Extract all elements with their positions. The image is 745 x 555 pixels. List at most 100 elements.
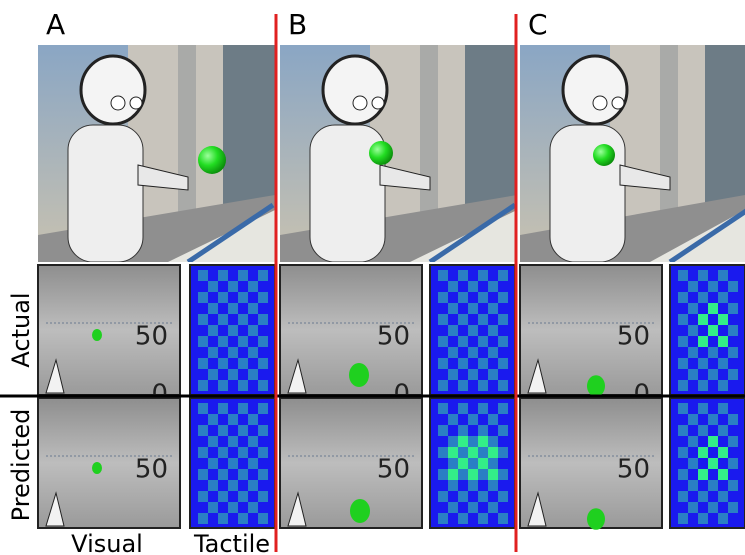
tactile-cell <box>438 491 448 502</box>
tactile-cell <box>248 502 258 513</box>
window <box>705 45 745 215</box>
tactile-cell <box>478 436 488 447</box>
tactile-cell <box>498 314 508 325</box>
tactile-cell <box>458 436 468 447</box>
ball <box>349 363 369 387</box>
tactile-cell <box>248 325 258 336</box>
scene-image <box>520 45 745 262</box>
tactile-cell <box>728 281 738 292</box>
tactile-cell <box>238 403 248 414</box>
tactile-cell <box>228 325 238 336</box>
robot-body <box>68 125 143 262</box>
tactile-cell <box>198 425 208 436</box>
tactile-cell <box>708 414 718 425</box>
tactile-cell <box>468 480 478 491</box>
tactile-cell <box>458 336 468 347</box>
tactile-image <box>430 398 515 528</box>
tactile-cell <box>238 270 248 281</box>
tactile-cell <box>478 336 488 347</box>
tactile-cell <box>468 502 478 513</box>
tactile-cell <box>198 358 208 369</box>
robot-head <box>563 56 627 124</box>
tactile-cell <box>708 502 718 513</box>
tactile-cell <box>698 491 708 502</box>
tactile-cell <box>468 447 478 458</box>
tactile-cell <box>248 347 258 358</box>
tactile-cell <box>678 513 688 524</box>
tactile-cell <box>218 491 228 502</box>
tactile-cell <box>238 469 248 480</box>
tactile-cell <box>488 303 498 314</box>
tactile-cell <box>688 325 698 336</box>
tactile-cell <box>488 502 498 513</box>
ball <box>369 141 393 165</box>
visual-image: 50 <box>280 398 422 528</box>
image-tick: 50 <box>617 322 650 352</box>
tactile-cell <box>458 469 468 480</box>
tactile-cell <box>488 436 498 447</box>
tactile-cell <box>248 436 258 447</box>
tactile-cell <box>218 292 228 303</box>
tactile-cell <box>678 380 688 391</box>
tactile-cell <box>728 436 738 447</box>
ball <box>92 329 102 341</box>
tactile-cell <box>228 480 238 491</box>
image-tick: 50 <box>377 455 410 485</box>
tactile-cell <box>198 447 208 458</box>
tactile-cell <box>498 447 508 458</box>
tactile-image <box>670 398 745 528</box>
tactile-cell <box>698 380 708 391</box>
ball <box>198 146 226 174</box>
window <box>223 45 283 215</box>
tactile-cell <box>248 303 258 314</box>
tactile-cell <box>718 358 728 369</box>
panel-label: B <box>288 8 307 41</box>
tactile-cell <box>718 314 728 325</box>
scene-image <box>280 45 525 262</box>
tactile-cell <box>688 303 698 314</box>
tactile-cell <box>488 369 498 380</box>
tactile-cell <box>198 314 208 325</box>
tactile-cell <box>728 347 738 358</box>
tactile-cell <box>698 336 708 347</box>
tactile-cell <box>718 336 728 347</box>
tactile-cell <box>448 347 458 358</box>
tactile-cell <box>688 480 698 491</box>
tactile-cell <box>208 436 218 447</box>
tactile-cell <box>478 469 488 480</box>
tactile-cell <box>228 414 238 425</box>
tactile-cell <box>718 447 728 458</box>
tactile-cell <box>708 303 718 314</box>
robot-eye <box>111 96 125 110</box>
tactile-cell <box>678 314 688 325</box>
robot-eye <box>353 96 367 110</box>
image-tick: 50 <box>377 322 410 352</box>
tactile-cell <box>228 436 238 447</box>
tactile-cell <box>218 336 228 347</box>
tactile-cell <box>698 403 708 414</box>
tactile-cell <box>448 414 458 425</box>
tactile-cell <box>198 469 208 480</box>
row-label: Actual <box>7 292 35 367</box>
tactile-cell <box>498 270 508 281</box>
tactile-cell <box>678 358 688 369</box>
tactile-cell <box>248 414 258 425</box>
tactile-cell <box>708 347 718 358</box>
tactile-cell <box>718 425 728 436</box>
tactile-cell <box>728 480 738 491</box>
tactile-cell <box>718 292 728 303</box>
tactile-cell <box>438 403 448 414</box>
column-label: Tactile <box>193 530 270 555</box>
tactile-cell <box>678 447 688 458</box>
tactile-cell <box>248 480 258 491</box>
tactile-cell <box>478 270 488 281</box>
tactile-cell <box>478 292 488 303</box>
tactile-cell <box>208 281 218 292</box>
tactile-cell <box>468 281 478 292</box>
tactile-cell <box>218 380 228 391</box>
tactile-cell <box>218 513 228 524</box>
tactile-cell <box>208 369 218 380</box>
tactile-cell <box>458 491 468 502</box>
tactile-image <box>190 398 275 528</box>
tactile-cell <box>218 314 228 325</box>
